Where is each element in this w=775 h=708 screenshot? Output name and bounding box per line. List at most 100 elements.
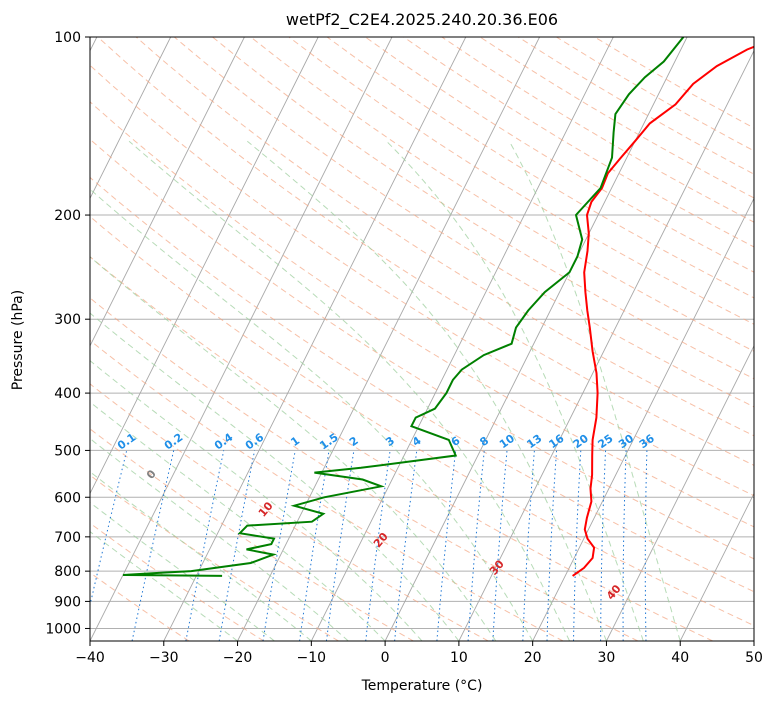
dry-adiabat-line [97, 37, 754, 466]
mixing-ratio-line [436, 450, 457, 641]
dry-adiabat-line [594, 37, 754, 129]
moist-adiabat-line [90, 471, 312, 641]
mixing-ratio-line [394, 450, 418, 641]
y-tick-label: 1000 [45, 621, 81, 637]
mixing-ratio-label: 0.1 [115, 431, 138, 453]
isotherm-line [90, 37, 245, 347]
dry-adiabat-line [90, 215, 754, 627]
dry-adiabat-line [90, 138, 754, 560]
x-tick-label: −40 [75, 650, 105, 666]
dry-adiabat-line [90, 522, 265, 641]
dry-adiabat-line [326, 37, 754, 299]
dry-adiabat-line [90, 297, 639, 641]
mixing-ratio-line [492, 450, 508, 641]
y-axis-label: Pressure (hPa) [10, 289, 26, 391]
x-tick-label: 20 [524, 650, 542, 666]
dry-adiabat-label: 0 [144, 467, 159, 481]
y-tick-label: 700 [54, 530, 81, 546]
sounding-series [122, 37, 754, 577]
mixing-ratio-line [218, 450, 256, 641]
mixing-ratio-line [522, 450, 535, 641]
moist-adiabat-line [90, 437, 349, 641]
mixing-ratio-line [644, 450, 648, 641]
x-tick-label: 50 [745, 650, 763, 666]
mixing-ratio-line [262, 450, 296, 641]
mixing-ratio-line [467, 450, 485, 641]
mixing-ratio-label: 2 [347, 434, 361, 449]
moist-adiabat-line [90, 401, 386, 641]
mixing-ratio-label: 4 [410, 434, 424, 449]
x-tick-label: 40 [671, 650, 689, 666]
mixing-ratio-line [622, 450, 627, 641]
dry-adiabat-line [173, 37, 754, 408]
mixing-ratio-line [546, 450, 558, 641]
plot-frame [89, 36, 755, 642]
dry-adiabat-line [135, 37, 754, 437]
mixing-ratio-line [185, 450, 225, 641]
dry-adiabat-line [90, 256, 713, 641]
isotherm-line [90, 37, 393, 641]
dewpoint-line [122, 37, 685, 577]
dry-adiabat-line [90, 474, 339, 641]
mixing-ratio-line [325, 450, 355, 641]
mixing-ratio-label: 13 [524, 432, 544, 451]
dry-adiabat-line [90, 176, 754, 593]
x-tick-label: 10 [450, 650, 468, 666]
y-tick-label: 300 [54, 312, 81, 328]
background-lines [90, 37, 754, 641]
dry-adiabat-line [90, 64, 754, 497]
dry-adiabat-line [90, 572, 190, 641]
y-tick-label: 500 [54, 443, 81, 459]
dry-adiabat-label: 20 [371, 530, 391, 550]
isotherm-line [458, 49, 754, 641]
moist-adiabat-line [386, 140, 644, 641]
y-tick-label: 900 [54, 594, 81, 610]
moist-adiabat-line [90, 188, 534, 641]
y-tick-label: 100 [54, 30, 81, 46]
mixing-ratio-label: 8 [477, 434, 491, 449]
mixing-ratio-label: 0.2 [162, 431, 185, 453]
dry-adiabat-line [90, 339, 564, 641]
isotherm-line [384, 37, 688, 641]
isotherm-line [753, 639, 754, 641]
chart-title: wetPf2_C2E4.2025.240.20.36.E06 [285, 10, 559, 29]
mixing-ratio-label: 25 [596, 432, 616, 451]
dry-adiabat-label: 40 [604, 582, 624, 602]
x-tick-label: 0 [381, 650, 390, 666]
dry-adiabat-line [90, 383, 489, 641]
moist-adiabat-line [246, 140, 607, 641]
mixing-ratio-label: 3 [383, 434, 397, 449]
mixing-ratio-label: 1.5 [317, 431, 340, 453]
dry-adiabat-line [250, 37, 754, 352]
mixing-ratio-line [131, 450, 175, 641]
mixing-ratio-label: 1 [288, 434, 302, 449]
moist-adiabat-line [90, 360, 423, 641]
isotherm-line [163, 37, 467, 641]
moist-adiabat-line [90, 256, 497, 641]
y-tick-label: 400 [54, 386, 81, 402]
x-tick-label: 30 [598, 650, 616, 666]
isotherm-line [679, 492, 754, 641]
dry-adiabat-line [288, 37, 754, 325]
x-axis-label: Temperature (°C) [361, 678, 483, 694]
x-tick-label: −30 [149, 650, 179, 666]
mixing-ratio-label: 16 [547, 432, 567, 452]
dry-adiabat-label: 10 [256, 499, 276, 519]
isotherm-line [90, 37, 172, 200]
mixing-ratio-line [600, 450, 607, 641]
dry-adiabat-line [90, 101, 754, 528]
mixing-ratio-line [365, 450, 391, 641]
moist-adiabat-line [508, 140, 681, 641]
x-tick-label: −20 [223, 650, 253, 666]
y-axis: 100 200 300 400 500 600 700 800 900 1000 [45, 30, 90, 637]
dry-adiabat-label: 30 [487, 557, 507, 577]
isotherm-line [532, 197, 754, 641]
y-tick-label: 800 [54, 564, 81, 580]
temperature-line [572, 45, 754, 577]
mixing-ratio-label: 30 [616, 432, 636, 452]
x-tick-label: −10 [297, 650, 327, 666]
moist-adiabat-line [90, 501, 275, 641]
dry-adiabat-line [90, 428, 414, 641]
mixing-ratio-label: 36 [637, 432, 657, 452]
